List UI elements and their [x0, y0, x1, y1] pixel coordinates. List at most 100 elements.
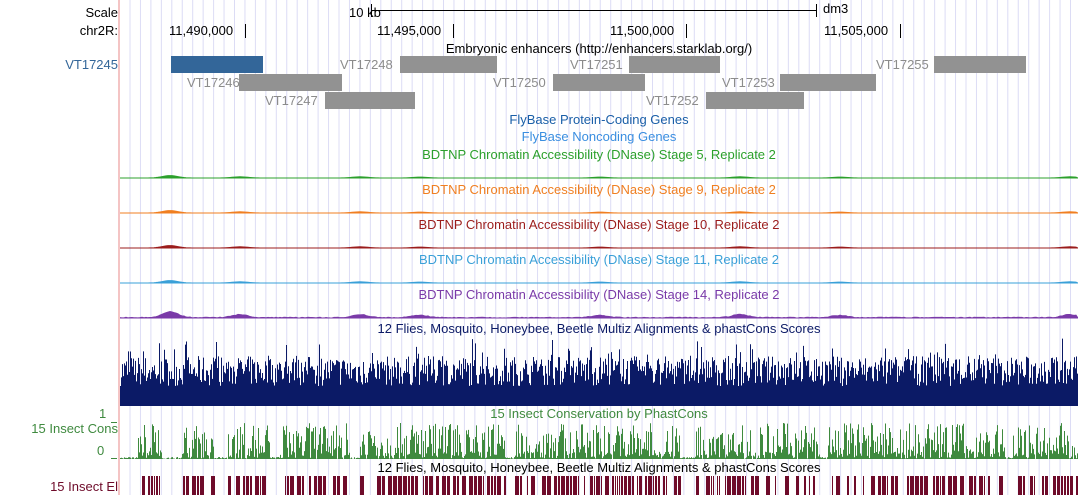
enhancer-label[interactable]: VT17255: [876, 57, 929, 72]
conserved-element: [309, 476, 311, 495]
conserved-element: [453, 476, 456, 495]
conserved-element: [936, 476, 939, 495]
conserved-element: [847, 476, 849, 495]
conserved-element: [1067, 476, 1069, 495]
conserved-element: [561, 476, 565, 495]
conserved-element: [542, 476, 546, 495]
conserved-element: [462, 476, 466, 495]
enhancer-label[interactable]: VT17251: [570, 57, 623, 72]
enhancer-feature[interactable]: [780, 74, 876, 91]
phastcons-title[interactable]: 15 Insect Conservation by PhastCons: [120, 406, 1078, 421]
enhancer-label[interactable]: VT17252: [646, 93, 699, 108]
conserved-element: [711, 476, 712, 495]
conserved-element: [243, 476, 245, 495]
conserved-element: [751, 476, 754, 495]
conserved-element: [504, 476, 506, 495]
flybase-coding-title[interactable]: FlyBase Protein-Coding Genes: [120, 112, 1078, 127]
conserved-element: [148, 476, 150, 495]
conserved-element: [910, 476, 914, 495]
conserved-element: [979, 476, 983, 495]
conserved-element: [871, 476, 875, 495]
dnase-signal: [120, 274, 1078, 284]
enhancer-feature[interactable]: [171, 56, 263, 73]
conserved-element: [882, 476, 886, 495]
ruler-tick: [686, 24, 687, 38]
enhancer-feature[interactable]: [400, 56, 497, 73]
ruler-tick: [900, 24, 901, 38]
conserved-element: [637, 476, 638, 495]
conserved-element: [1061, 476, 1063, 495]
conserved-element: [766, 476, 770, 495]
conserved-element: [648, 476, 652, 495]
conserved-element: [570, 476, 572, 495]
conserved-element: [483, 476, 484, 495]
conserved-element: [1064, 476, 1066, 495]
elements-side-label[interactable]: 15 Insect El: [50, 479, 118, 494]
phastcons-side-label[interactable]: 15 Insect Cons: [31, 421, 118, 436]
enhancer-label[interactable]: VT17253: [722, 75, 775, 90]
enhancer-feature[interactable]: [325, 92, 415, 109]
conserved-element: [895, 476, 898, 495]
multiz-title[interactable]: 12 Flies, Mosquito, Honeybee, Beetle Mul…: [120, 321, 1078, 336]
conserved-element: [429, 476, 433, 495]
conserved-element: [1018, 476, 1022, 495]
dnase-signal: [120, 239, 1078, 249]
conserved-element: [515, 476, 519, 495]
conserved-element: [527, 476, 528, 495]
dnase-track-title[interactable]: BDTNP Chromatin Accessibility (DNase) St…: [120, 182, 1078, 197]
enhancer-feature[interactable]: [553, 74, 645, 91]
conserved-element: [302, 476, 304, 495]
conserved-element: [377, 476, 381, 495]
conserved-element: [605, 476, 609, 495]
conserved-element: [578, 476, 579, 495]
conserved-element: [969, 476, 973, 495]
scale-bar: [371, 10, 816, 11]
enhancer-side-label[interactable]: VT17245: [65, 57, 118, 72]
conserved-element: [933, 476, 935, 495]
ruler-tick-label: 11,505,000: [824, 23, 888, 38]
dnase-track-title[interactable]: BDTNP Chromatin Accessibility (DNase) St…: [120, 252, 1078, 267]
conserved-element: [520, 476, 522, 495]
conserved-element: [262, 476, 266, 495]
conserved-element: [988, 476, 990, 495]
conserved-element: [717, 476, 718, 495]
conserved-element: [813, 476, 815, 495]
flybase-noncoding-title[interactable]: FlyBase Noncoding Genes: [120, 129, 1078, 144]
enhancer-feature[interactable]: [239, 74, 342, 91]
conserved-element: [1030, 476, 1033, 495]
dnase-track-title[interactable]: BDTNP Chromatin Accessibility (DNase) St…: [120, 217, 1078, 232]
enhancer-feature[interactable]: [706, 92, 804, 109]
enhancer-label[interactable]: VT17247: [265, 93, 318, 108]
conserved-element: [612, 476, 614, 495]
conserved-element: [497, 476, 501, 495]
conserved-element: [727, 476, 731, 495]
conserved-element: [601, 476, 602, 495]
dnase-track-title[interactable]: BDTNP Chromatin Accessibility (DNase) St…: [120, 147, 1078, 162]
dnase-signal: [120, 169, 1078, 179]
conserved-element: [531, 476, 535, 495]
conserved-element: [547, 476, 551, 495]
enhancer-label[interactable]: VT17248: [340, 57, 393, 72]
conserved-element: [891, 476, 894, 495]
conserved-elements: [120, 476, 1078, 495]
enhancers-track-title[interactable]: Embryonic enhancers (http://enhancers.st…: [120, 41, 1078, 56]
conserved-element: [745, 476, 746, 495]
enhancer-label[interactable]: VT17246: [187, 75, 240, 90]
conserved-element: [615, 476, 616, 495]
enhancer-label[interactable]: VT17250: [493, 75, 546, 90]
conserved-element: [436, 476, 439, 495]
conserved-element: [360, 476, 364, 495]
elements-title[interactable]: 12 Flies, Mosquito, Honeybee, Beetle Mul…: [120, 460, 1078, 475]
conserved-element: [159, 476, 160, 495]
conserved-element: [1057, 476, 1060, 495]
conserved-element: [706, 476, 710, 495]
enhancer-feature[interactable]: [629, 56, 720, 73]
conserved-element: [960, 476, 964, 495]
conserved-element: [255, 476, 259, 495]
conserved-element: [423, 476, 424, 495]
dnase-signal: [120, 204, 1078, 214]
conserved-element: [487, 476, 490, 495]
dnase-track-title[interactable]: BDTNP Chromatin Accessibility (DNase) St…: [120, 287, 1078, 302]
chrom-label: chr2R:: [80, 23, 118, 38]
enhancer-feature[interactable]: [934, 56, 1026, 73]
